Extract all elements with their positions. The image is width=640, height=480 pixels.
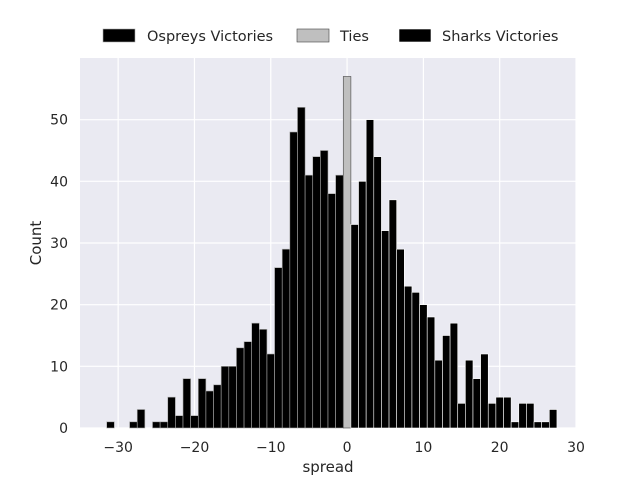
x-axis-label: spread (302, 458, 353, 476)
bar-sharks-victories (457, 403, 466, 429)
x-tick-label: −30 (103, 440, 133, 456)
x-tick-label: 30 (567, 440, 585, 456)
legend-item-sharks-victories: Sharks Victories (398, 28, 558, 45)
bar-sharks-victories (518, 403, 527, 429)
bar-ospreys-victories (205, 390, 214, 429)
x-tick-label: 10 (414, 440, 432, 456)
bar-ospreys-victories (320, 150, 329, 429)
bar-ospreys-victories (213, 384, 222, 429)
bar-sharks-victories (541, 421, 550, 429)
bar-sharks-victories (358, 181, 367, 429)
bar-ospreys-victories (251, 322, 260, 429)
y-tick-label: 10 (50, 359, 68, 375)
x-tick-label: −10 (256, 440, 286, 456)
bar-sharks-victories (426, 316, 436, 429)
bar-ospreys-victories (228, 366, 237, 429)
bar-ospreys-victories (243, 341, 252, 429)
y-tick-label: 0 (59, 421, 68, 437)
bar-sharks-victories (434, 359, 443, 429)
legend-item-ties: Ties (296, 28, 369, 45)
bar-ospreys-victories (335, 174, 344, 429)
bar-ospreys-victories (312, 156, 321, 429)
legend-label: Sharks Victories (442, 29, 558, 45)
bar-sharks-victories (548, 409, 558, 429)
bar-sharks-victories (510, 421, 520, 429)
bar-sharks-victories (480, 353, 489, 429)
bar-ospreys-victories (197, 378, 207, 429)
bar-ospreys-victories (327, 193, 336, 429)
y-tick-label: 20 (50, 298, 68, 314)
bars (106, 76, 558, 429)
legend-label: Ospreys Victories (147, 29, 273, 45)
bar-sharks-victories (381, 230, 390, 429)
bar-sharks-victories (442, 335, 451, 429)
bar-sharks-victories (449, 322, 459, 429)
bar-ospreys-victories (281, 248, 291, 429)
bar-sharks-victories (365, 119, 375, 429)
bar-sharks-victories (373, 156, 382, 429)
bar-ospreys-victories (236, 347, 245, 429)
legend-label: Ties (339, 29, 369, 45)
bar-sharks-victories (404, 285, 413, 429)
bar-ospreys-victories (167, 396, 176, 429)
bar-sharks-victories (533, 421, 542, 429)
bar-ospreys-victories (266, 353, 275, 429)
bar-ospreys-victories (106, 421, 115, 429)
bar-sharks-victories (526, 403, 535, 429)
bar-ties (342, 76, 352, 429)
legend-swatch (398, 28, 432, 43)
bar-ospreys-victories (220, 366, 230, 429)
bar-sharks-victories (487, 403, 497, 429)
bar-ospreys-victories (190, 415, 199, 429)
legend-swatch (102, 28, 136, 43)
bar-ospreys-victories (289, 131, 298, 429)
bar-ospreys-victories (259, 329, 268, 429)
bar-ospreys-victories (182, 378, 191, 429)
bar-sharks-victories (388, 199, 397, 429)
bar-sharks-victories (411, 292, 420, 429)
x-axis-ticks: −30 −20 −10 0 10 20 30 (103, 440, 585, 456)
bar-ospreys-victories (304, 174, 314, 429)
y-axis-ticks: 0 10 20 30 40 50 (50, 113, 68, 437)
legend-item-ospreys-victories: Ospreys Victories (102, 28, 273, 45)
bar-sharks-victories (503, 396, 512, 429)
bar-ospreys-victories (129, 421, 138, 429)
y-tick-label: 30 (50, 236, 68, 252)
bar-ospreys-victories (152, 421, 161, 429)
bar-ospreys-victories (274, 267, 283, 429)
x-tick-label: 20 (491, 440, 509, 456)
y-tick-label: 50 (50, 113, 68, 129)
bar-sharks-victories (472, 378, 481, 429)
x-tick-label: 0 (343, 440, 352, 456)
y-tick-label: 40 (50, 174, 68, 190)
bar-ospreys-victories (136, 409, 146, 429)
bar-ospreys-victories (159, 421, 169, 429)
bar-sharks-victories (396, 248, 405, 429)
y-axis-label: Count (27, 221, 45, 266)
bar-sharks-victories (350, 224, 359, 429)
bar-sharks-victories (465, 359, 474, 429)
bar-ospreys-victories (297, 107, 306, 429)
x-tick-label: −20 (180, 440, 210, 456)
legend: Ospreys Victories Ties Sharks Victories (102, 28, 558, 45)
bar-sharks-victories (419, 304, 428, 429)
legend-swatch (296, 28, 330, 43)
bar-sharks-victories (495, 396, 504, 429)
bar-ospreys-victories (175, 415, 184, 429)
